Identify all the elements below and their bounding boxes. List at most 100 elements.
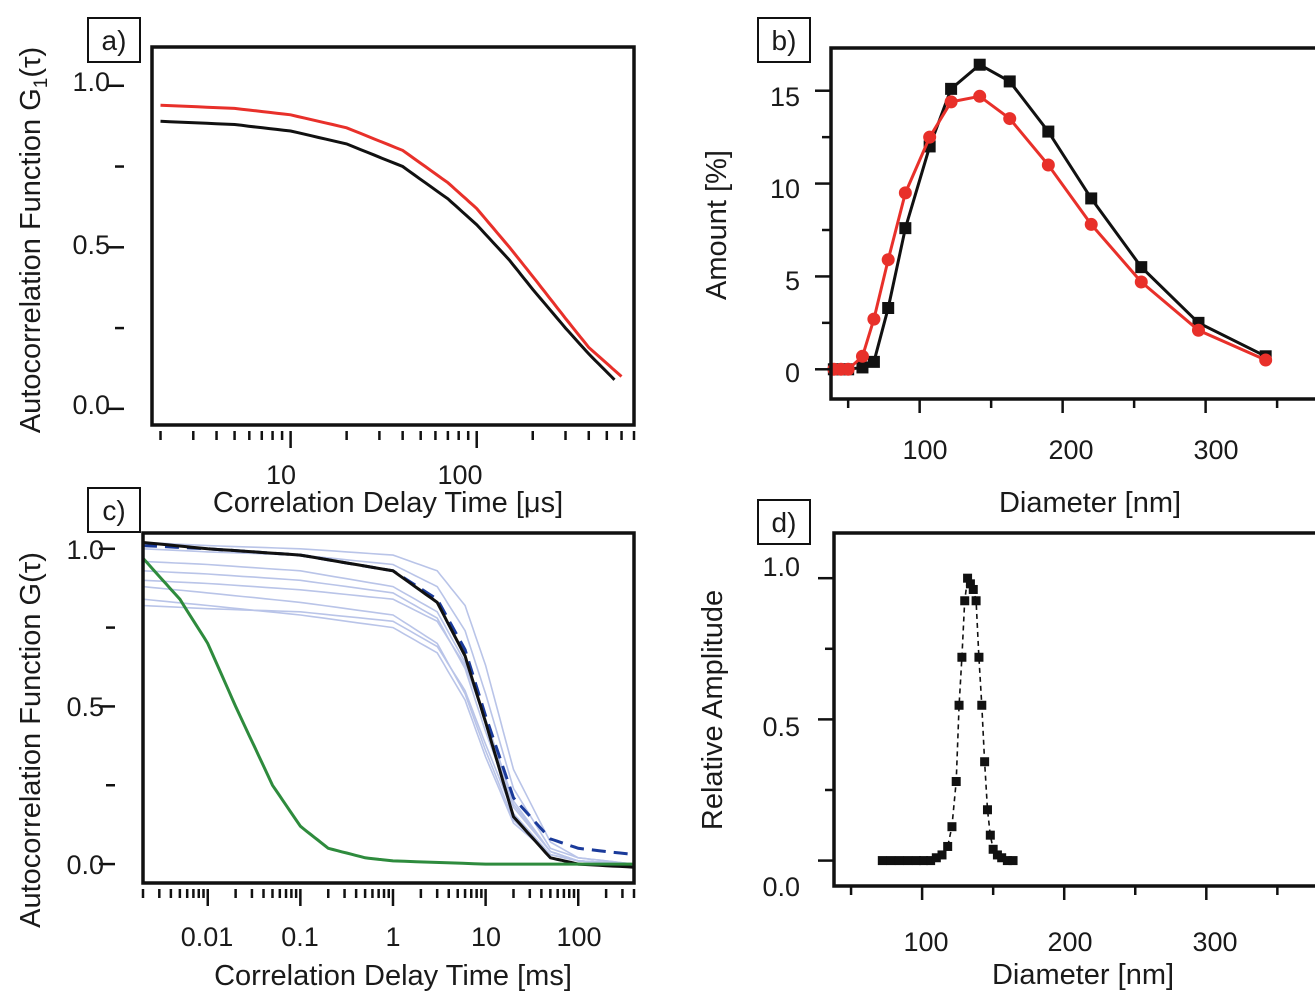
panel-b-label: b) [772, 25, 797, 56]
panel-d-series-0-point [1002, 856, 1012, 866]
panel-c-xtick-label: 0.1 [281, 922, 319, 952]
panel-c-ylabel-arg: (τ) [15, 552, 47, 583]
panel-b-series-0-point [945, 82, 958, 95]
panel-c-ylabel-main: Autocorrelation Function G [15, 583, 47, 928]
panel-c-label: c) [102, 495, 125, 526]
panel-c-frame [141, 531, 636, 885]
panel-b-frame [829, 46, 1315, 401]
panel-d-xtick-label: 300 [1192, 927, 1237, 957]
panel-d-series-0-point [963, 573, 973, 583]
panel-b-ytick-label: 0 [785, 358, 800, 388]
panel-b-series-1-line [833, 94, 1267, 371]
panel-b-series-0-point [1135, 261, 1148, 274]
panel-c-label-box [87, 487, 141, 533]
panel-b-series-1-point [944, 95, 958, 109]
panel-d-ticks [818, 576, 1279, 900]
panel-d-series-0-point [974, 652, 984, 662]
panel-d-series-0-point [886, 856, 896, 866]
panel-b-series-1-point [1259, 353, 1273, 367]
panel-b-series-1-point [1041, 158, 1055, 172]
panel-c-series-9-line [142, 541, 635, 869]
panel-d-series-0-point [947, 822, 957, 832]
panel-d-series-0-point [957, 652, 967, 662]
panel-a-ytick-label: 0.0 [72, 390, 110, 420]
panel-a-label: a) [102, 25, 127, 56]
panel-c-xtick-label: 100 [556, 922, 601, 952]
panel-d-series-0-point [1008, 856, 1018, 866]
panel-d-label: d) [772, 507, 797, 538]
panel-d-ytick-label: 0.5 [762, 712, 800, 742]
panel-d-series-0-point [968, 584, 978, 594]
panel-d-series-0-point [965, 579, 975, 589]
panel-c-xtick-label: 0.01 [181, 922, 234, 952]
panel-d-ytick-label: 1.0 [762, 552, 800, 582]
panel-b-ticks [815, 89, 1279, 413]
panel-b-label-box [757, 17, 811, 63]
panel-d-xlabel: Diameter [nm] [992, 959, 1174, 991]
panel-b-series-1-point [973, 89, 987, 103]
panel-b-xtick-label: 100 [902, 435, 947, 465]
panel-b-series-1-point [1084, 217, 1098, 231]
panel-d-series-0-point [937, 850, 947, 860]
panel-c-xlabel: Correlation Delay Time [ms] [214, 960, 572, 992]
panel-c-ticks [99, 547, 636, 906]
panel-a-ylabel-main: Autocorrelation Function G [15, 88, 47, 433]
panel-b: b) 15 10 5 0 100 200 300 Diameter [nm] A… [701, 17, 1315, 519]
panel-d-series-0-point [977, 700, 987, 710]
panel-a-ticks [108, 84, 636, 448]
panel-a-xtick-label: 10 [266, 460, 296, 490]
panel-a-xlabel: Correlation Delay Time [μs] [213, 487, 563, 519]
panel-c-ytick-label: 1.0 [66, 535, 104, 565]
panel-a-ytick-label: 1.0 [72, 67, 110, 97]
panel-c-series-4-line [142, 541, 635, 865]
panel-d-xtick-label: 200 [1047, 927, 1092, 957]
panel-b-ylabel: Amount [%] [701, 150, 733, 300]
panel-c-series-group [141, 541, 635, 869]
panel-a-label-box [87, 17, 141, 63]
panel-d-series-0-point [971, 596, 981, 606]
panel-d-series-0-point [988, 844, 998, 854]
panel-c-series-6-line [142, 579, 635, 865]
panel-b-ytick-label: 5 [785, 266, 800, 296]
panel-b-series-1-point [1134, 275, 1148, 289]
panel-a-series-0-line [160, 103, 623, 378]
panel-b-series-1-point [1003, 112, 1017, 126]
panel-c-xtick-label: 10 [471, 922, 501, 952]
panel-b-series-1-point [855, 349, 869, 363]
panel-c-series-8-line [142, 544, 635, 857]
panel-d-series-0-point [911, 856, 921, 866]
panel-a-frame [150, 45, 636, 427]
panel-d-frame [832, 531, 1315, 888]
panel-d-series-0-point [980, 757, 990, 767]
panel-b-xlabel: Diameter [nm] [999, 487, 1181, 519]
panel-c-series-7-line [142, 604, 635, 865]
panel-a-ylabel-arg: (τ) [15, 47, 47, 78]
panel-b-ytick-label: 10 [770, 174, 800, 204]
panel-b-series-0-point [867, 355, 880, 368]
panel-b-series-1-point [1191, 323, 1205, 337]
panel-c-series-2-line [142, 598, 635, 865]
panel-b-xtick-label: 200 [1048, 435, 1093, 465]
panel-d-series-0-point [960, 596, 970, 606]
panel-d: d) 1.0 0.5 0.0 100 200 300 Diameter [nm]… [697, 499, 1315, 991]
panel-b-series-0-point [899, 222, 912, 235]
panel-c: c) 1.0 0.5 0.0 0.01 0.1 1 10 100 Correla… [15, 487, 636, 992]
panel-a-series-group [160, 103, 623, 381]
panel-d-ylabel: Relative Amplitude [697, 590, 729, 830]
panel-d-series-0-point [982, 805, 992, 815]
panel-d-series-0-point [919, 856, 929, 866]
panel-b-series-1-point [867, 312, 881, 326]
panel-d-series-0-point [894, 856, 904, 866]
panel-b-series-0-point [1042, 125, 1055, 138]
panel-b-series-1-point [881, 253, 895, 267]
panel-d-series-0-point [985, 830, 995, 840]
panel-d-series-0-point [877, 856, 887, 866]
panel-b-xtick-label: 300 [1193, 435, 1238, 465]
panel-b-series-1-point [923, 130, 937, 144]
panel-b-series-0-point [973, 58, 986, 71]
panel-b-series-1-point [841, 362, 855, 376]
panel-b-ytick-label: 15 [770, 82, 800, 112]
panel-a-ylabel: Autocorrelation Function G1(τ) [15, 47, 52, 433]
panel-c-series-10-line [141, 557, 634, 866]
panel-d-series-0-point [954, 700, 964, 710]
